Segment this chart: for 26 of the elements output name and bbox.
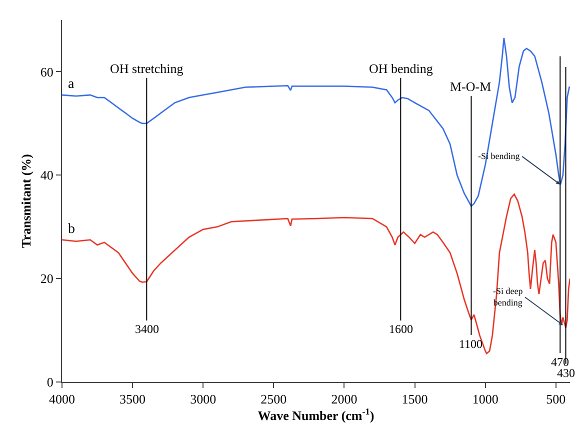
ref-line-label: 430	[557, 366, 575, 380]
x-tick-label: 3500	[120, 392, 146, 407]
x-axis-title: Wave Number (cm$^{-1}$)	[258, 406, 374, 424]
x-tick-label: 500	[546, 392, 566, 407]
line-series	[62, 37, 570, 207]
y-axis-title: Transmitant (%)	[18, 154, 34, 248]
series-label: a	[68, 77, 75, 92]
ref-line-label: 1100	[459, 337, 483, 351]
x-tick-label: 2000	[331, 392, 358, 407]
series-label: b	[68, 222, 75, 237]
x-tick-label: 2500	[260, 392, 287, 407]
ref-line-label: 470	[551, 355, 569, 369]
y-tick-label: 0	[46, 374, 54, 390]
ref-line-label: 3400	[135, 322, 159, 336]
annotation: OH stretching	[110, 61, 184, 76]
line-series	[62, 194, 570, 354]
y-tick-label: 20	[40, 271, 54, 286]
x-tick-label: 1500	[402, 392, 428, 407]
annotation: M-O-M	[450, 79, 492, 94]
ref-line-label: 1600	[389, 322, 413, 336]
y-tick-label: 40	[40, 168, 54, 183]
x-tick-label: 4000	[49, 392, 75, 407]
annotation: OH bending	[369, 61, 434, 76]
x-tick-label: 1000	[472, 392, 498, 407]
y-tick-label: 60	[40, 64, 54, 80]
x-tick-label: 3000	[190, 392, 216, 407]
